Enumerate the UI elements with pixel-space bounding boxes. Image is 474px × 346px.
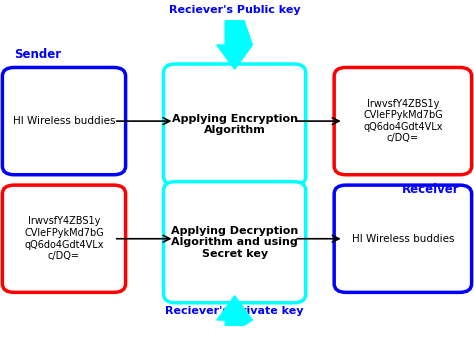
Text: Applying Encryption
Algorithm: Applying Encryption Algorithm [172,114,298,135]
Polygon shape [217,296,252,325]
Text: Receiver: Receiver [402,183,460,197]
FancyBboxPatch shape [334,67,472,175]
FancyBboxPatch shape [334,185,472,292]
FancyBboxPatch shape [164,182,306,303]
Text: HI Wireless buddies: HI Wireless buddies [352,234,454,244]
Text: Applying Decryption
Algorithm and using
Secret key: Applying Decryption Algorithm and using … [171,226,298,259]
Text: Reciever's Public key: Reciever's Public key [169,5,301,15]
Text: Sender: Sender [14,48,61,62]
Polygon shape [217,21,252,69]
Text: IrwvsfY4ZBS1y
CVleFPykMd7bG
qQ6do4Gdt4VLx
c/DQ=: IrwvsfY4ZBS1y CVleFPykMd7bG qQ6do4Gdt4VL… [363,99,443,144]
FancyBboxPatch shape [2,67,126,175]
FancyBboxPatch shape [164,64,306,185]
Text: Reciever's Private key: Reciever's Private key [165,306,304,316]
FancyBboxPatch shape [2,185,126,292]
Text: HI Wireless buddies: HI Wireless buddies [13,116,115,126]
Text: IrwvsfY4ZBS1y
CVleFPykMd7bG
qQ6do4Gdt4VLx
c/DQ=: IrwvsfY4ZBS1y CVleFPykMd7bG qQ6do4Gdt4VL… [24,216,104,261]
